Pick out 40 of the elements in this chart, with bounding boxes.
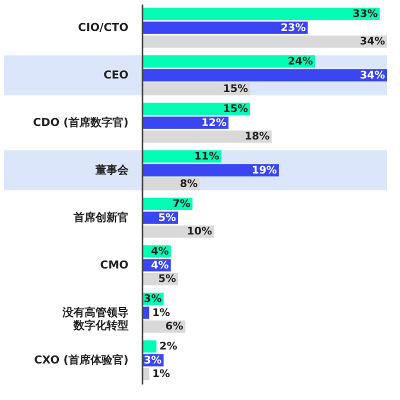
data-label: 4% xyxy=(150,259,170,272)
bar xyxy=(142,69,387,82)
data-label: 33% xyxy=(352,8,378,20)
bar xyxy=(142,116,228,129)
data-label: 34% xyxy=(360,36,386,48)
bar xyxy=(142,36,387,48)
data-label: 12% xyxy=(201,116,227,129)
bar xyxy=(142,130,272,143)
y-tick-label: 首席创新官 xyxy=(72,210,128,224)
data-label: 10% xyxy=(186,226,213,238)
y-tick-label: 董事会 xyxy=(94,163,130,176)
data-label: 15% xyxy=(222,102,249,115)
y-tick-label: CXO (首席体验官) xyxy=(34,353,128,366)
data-label: 1% xyxy=(152,368,171,380)
y-tick-label: CIO/CTO xyxy=(78,20,128,34)
data-label: 18% xyxy=(244,130,270,143)
data-label: 2% xyxy=(159,340,178,352)
data-label: 5% xyxy=(158,212,177,224)
bar xyxy=(142,8,380,20)
data-label: 1% xyxy=(152,306,171,319)
data-label: 3% xyxy=(144,292,162,305)
data-label: 7% xyxy=(172,198,191,210)
y-tick-label: CDO (首席数字官) xyxy=(33,116,128,129)
bar xyxy=(142,55,315,68)
data-label: 6% xyxy=(165,320,184,333)
y-tick-label: 没有高管领导数字化转型 xyxy=(62,306,128,332)
y-tick-label: CEO xyxy=(104,68,128,82)
bar xyxy=(142,22,308,34)
data-label: 23% xyxy=(280,22,306,34)
data-label: 19% xyxy=(252,164,278,176)
data-label: 5% xyxy=(158,273,177,286)
data-label: 34% xyxy=(360,69,386,82)
data-label: 15% xyxy=(222,83,249,96)
bar xyxy=(142,164,279,176)
data-label: 11% xyxy=(194,150,220,162)
data-label: 3% xyxy=(144,354,162,366)
data-label: 24% xyxy=(288,55,314,68)
data-label: 8% xyxy=(180,178,198,190)
y-tick-label: CMO xyxy=(100,258,128,272)
data-label: 4% xyxy=(150,245,170,258)
